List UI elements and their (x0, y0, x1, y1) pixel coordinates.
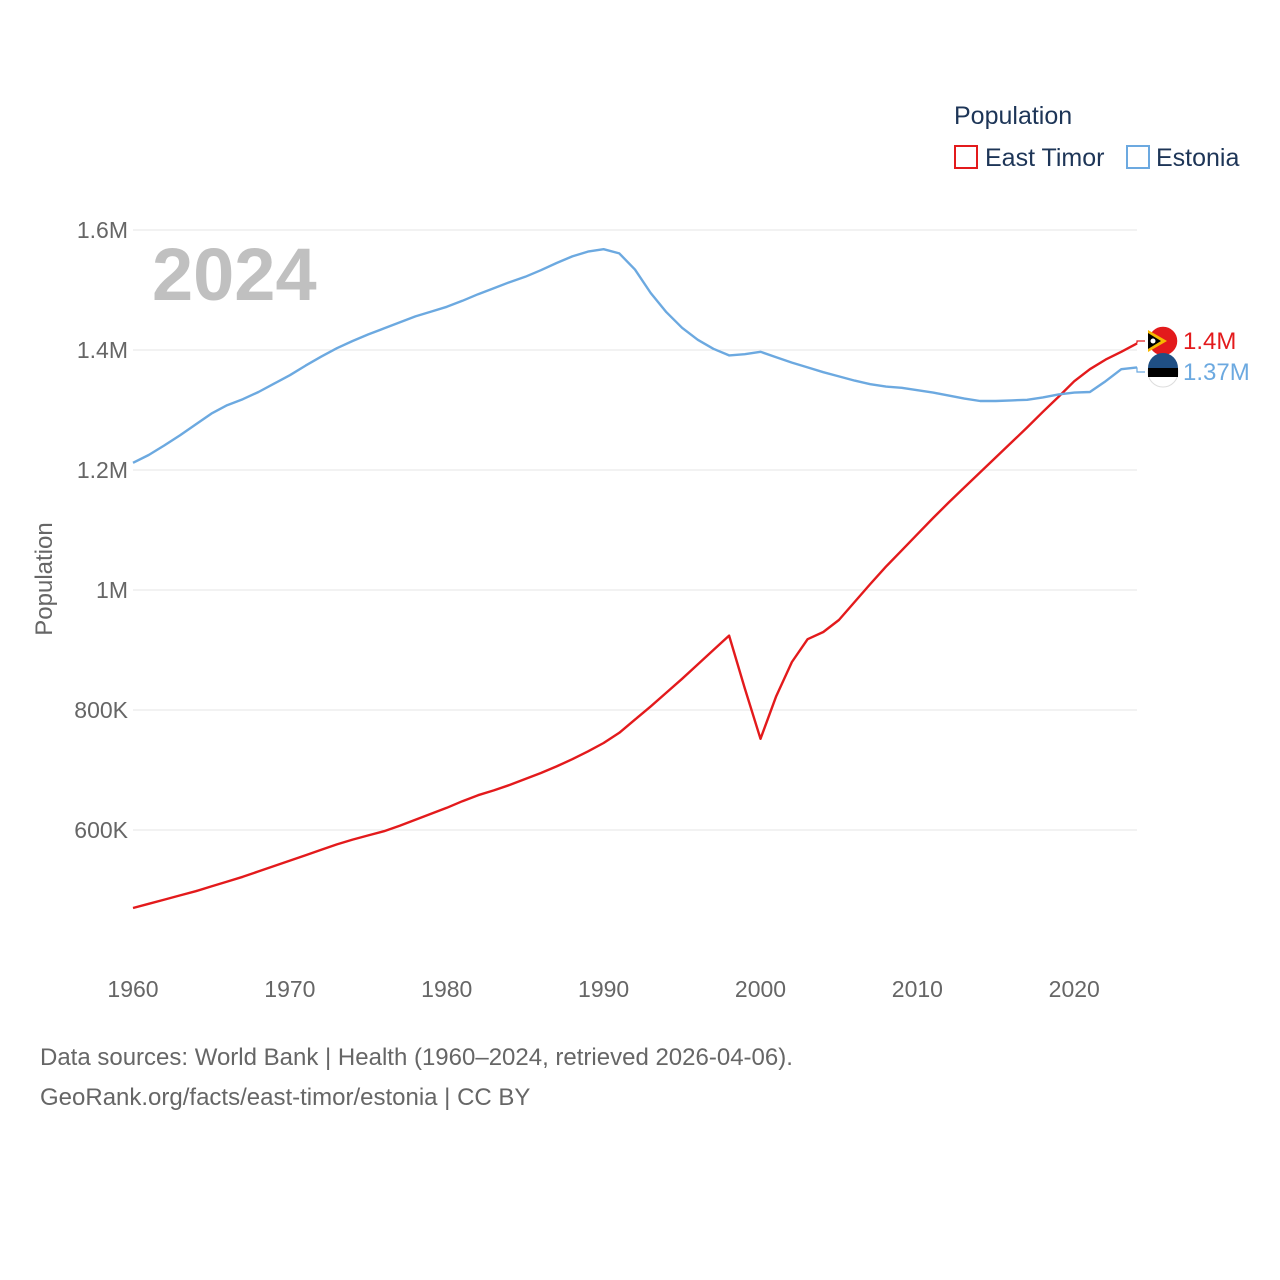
y-tick-label: 1M (96, 577, 128, 603)
legend: Population East Timor Estonia (954, 102, 1239, 172)
end-value-label-east-timor: 1.4M (1183, 328, 1236, 355)
x-tick-label: 2020 (1049, 976, 1100, 1002)
x-tick-label: 1970 (264, 976, 315, 1002)
x-tick-label: 1990 (578, 976, 629, 1002)
x-tick-label: 1960 (107, 976, 158, 1002)
x-tick-label: 2000 (735, 976, 786, 1002)
legend-label-estonia[interactable]: Estonia (1156, 144, 1239, 172)
legend-title: Population (954, 102, 1072, 130)
series-end-markers: 1.4M 1.37M (1136, 325, 1250, 388)
y-tick-label: 1.6M (77, 217, 128, 243)
x-axis-ticks: 1960 1970 1980 1990 2000 2010 2020 (107, 976, 1099, 1002)
y-tick-label: 1.2M (77, 457, 128, 483)
legend-swatch-east-timor[interactable] (954, 145, 978, 169)
y-tick-label: 600K (74, 817, 128, 843)
footer-sources: Data sources: World Bank | Health (1960–… (40, 1044, 793, 1071)
series-line-estonia[interactable] (132, 247, 1138, 464)
x-tick-label: 2010 (892, 976, 943, 1002)
y-axis-label: Population (31, 522, 58, 635)
y-tick-label: 1.4M (77, 337, 128, 363)
footer-attribution: GeoRank.org/facts/east-timor/estonia | C… (40, 1084, 531, 1111)
series-lines (132, 247, 1138, 910)
flag-icon-estonia (1147, 353, 1179, 388)
end-value-label-estonia: 1.37M (1183, 359, 1250, 386)
flag-icon-east-timor (1147, 325, 1179, 357)
x-tick-label: 1980 (421, 976, 472, 1002)
y-tick-label: 800K (74, 697, 128, 723)
legend-label-east-timor[interactable]: East Timor (985, 144, 1104, 172)
end-connector-east-timor (1136, 340, 1145, 344)
legend-swatch-estonia[interactable] (1126, 145, 1150, 169)
year-watermark: 2024 (152, 233, 317, 316)
gridlines (133, 229, 1137, 831)
end-connector-estonia (1136, 367, 1145, 373)
series-line-east-timor[interactable] (132, 342, 1138, 910)
y-axis-ticks: 600K 800K 1M 1.2M 1.4M 1.6M (74, 217, 128, 843)
